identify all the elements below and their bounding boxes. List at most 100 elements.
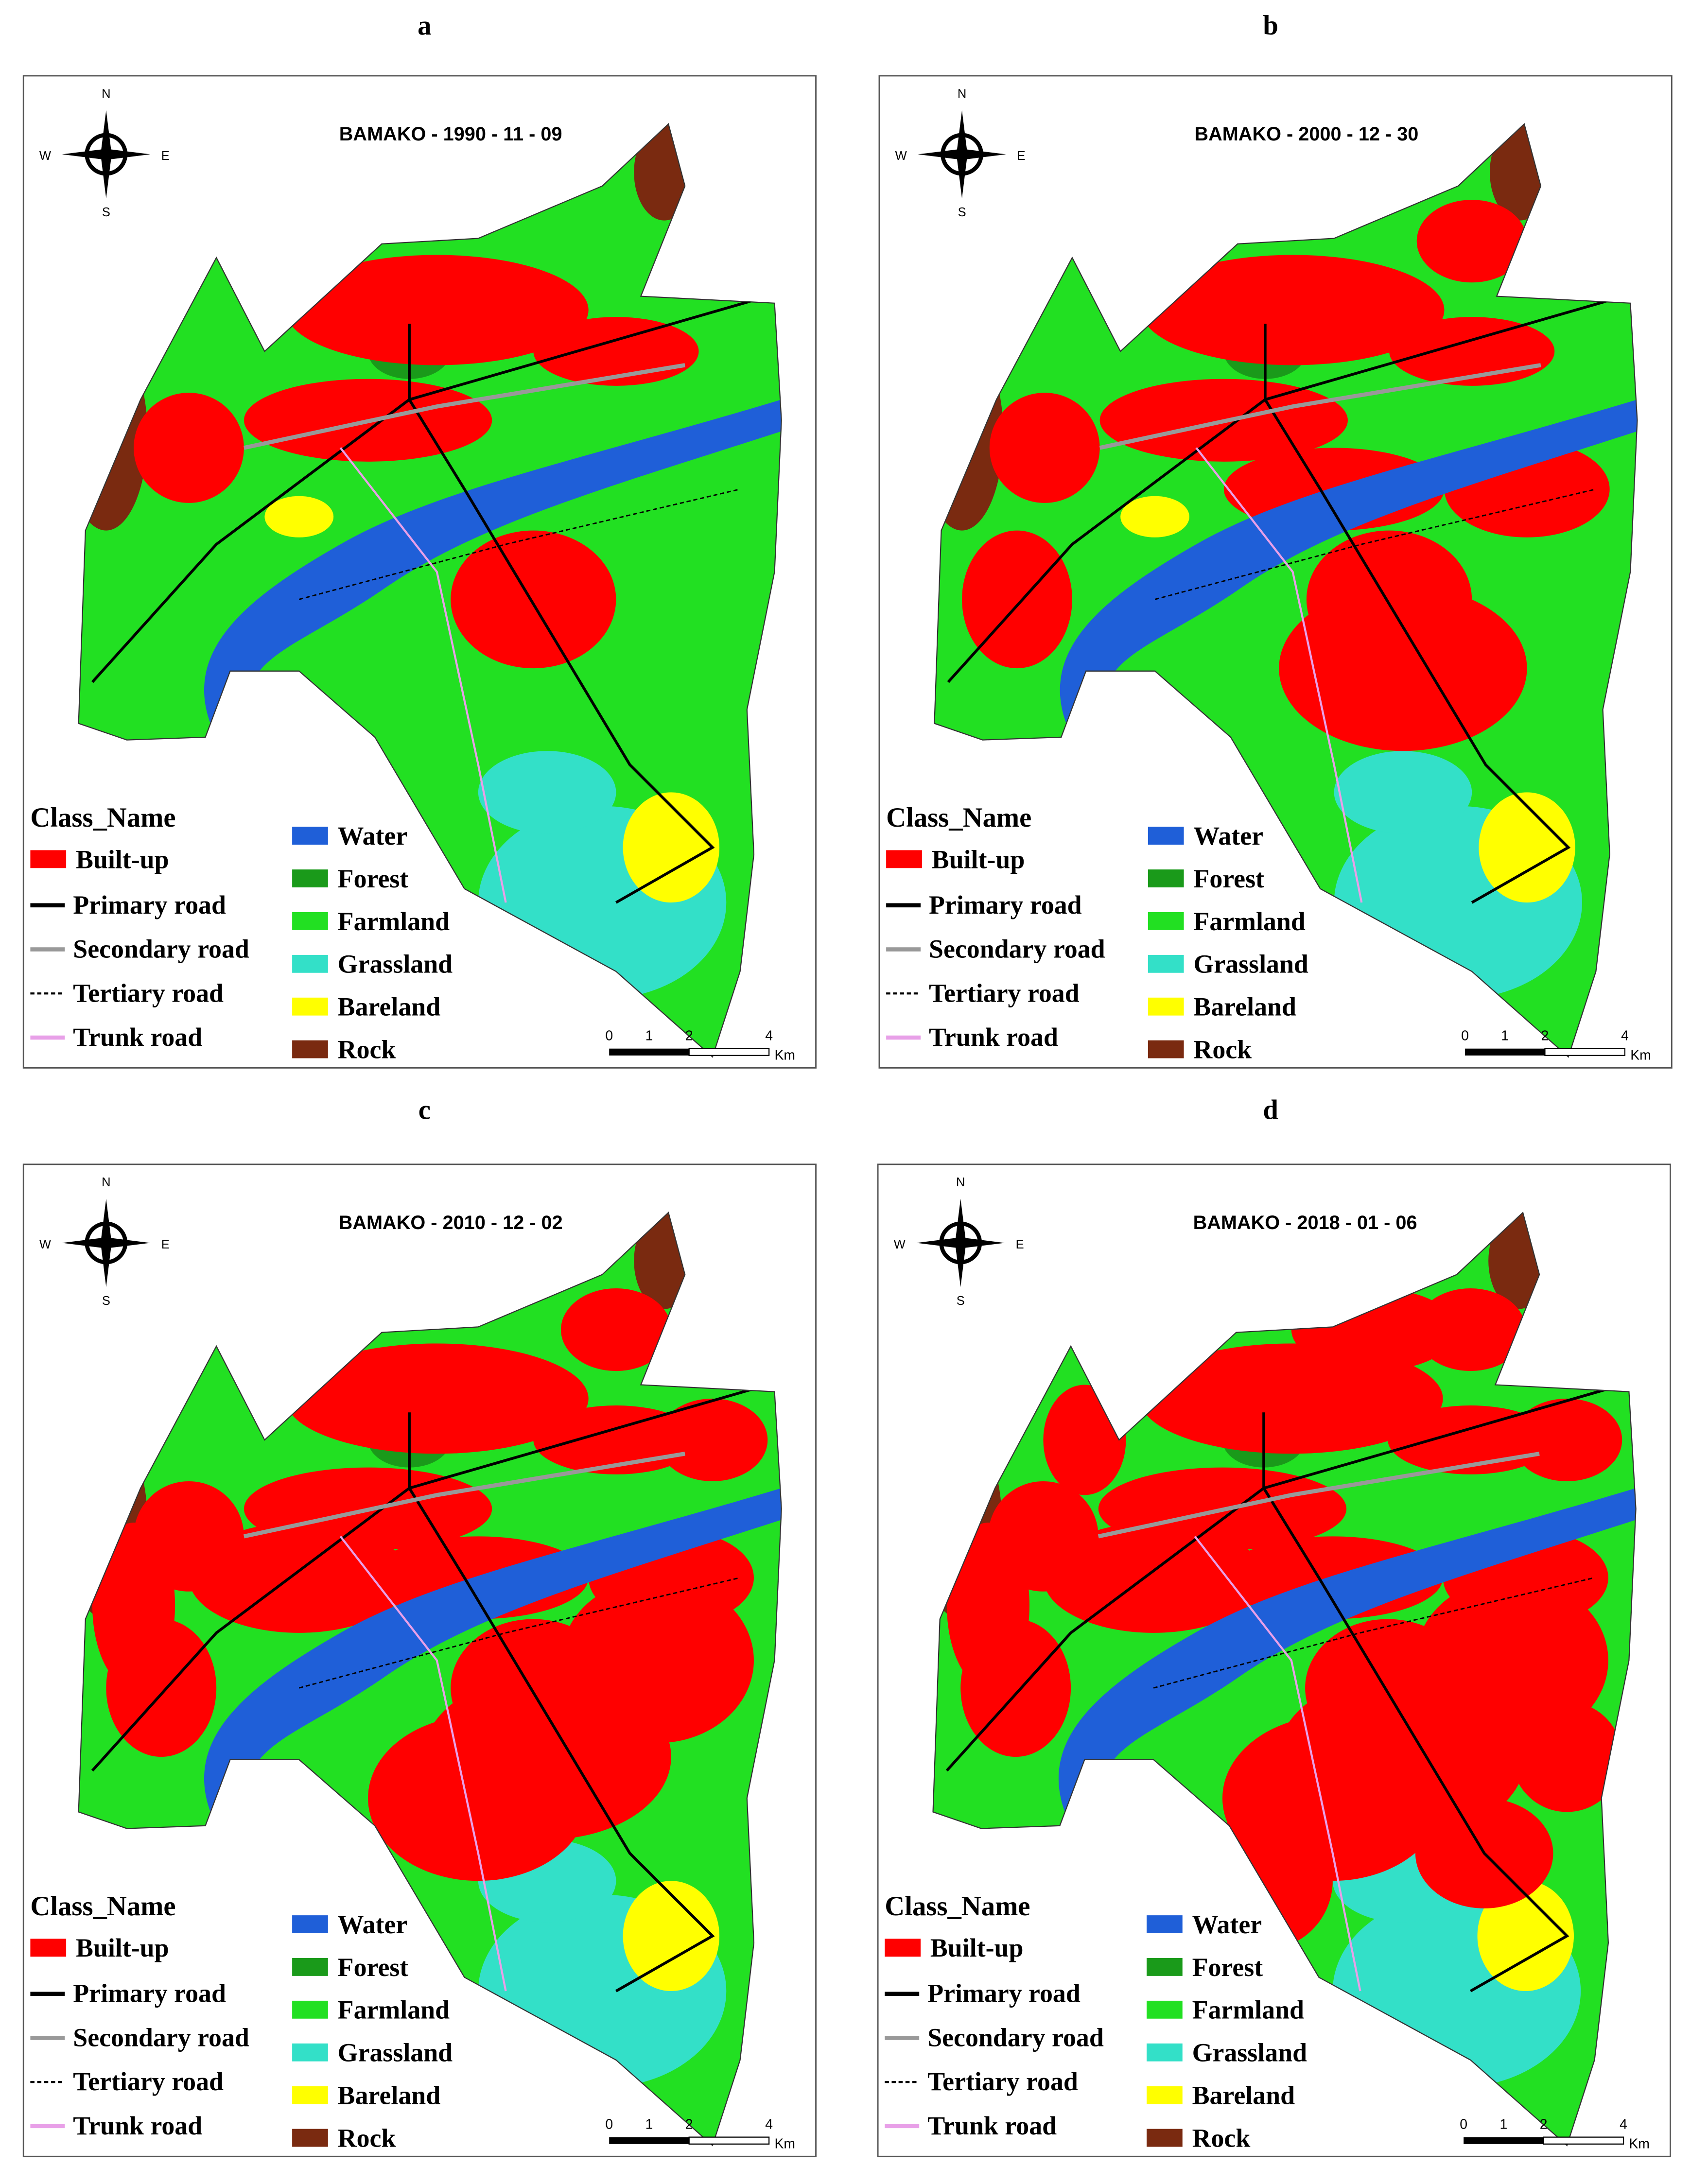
legend-label: Rock <box>338 2123 396 2152</box>
compass-letter: S <box>957 1294 965 1308</box>
bareland-area <box>1479 792 1575 903</box>
compass-letter: W <box>39 149 51 163</box>
legend-label: Built-up <box>76 1933 169 1962</box>
legend-swatch <box>1147 2000 1183 2019</box>
bareland-area <box>623 792 720 903</box>
scale-bar-black <box>609 1048 689 1056</box>
map-title: BAMAKO - 2018 - 01 - 06 <box>1193 1212 1417 1233</box>
tertiary-road <box>298 488 740 600</box>
compass-letter: S <box>958 206 966 219</box>
legend-label: Primary road <box>73 1979 226 2008</box>
panel-label: b <box>1263 10 1278 41</box>
built-up-area <box>368 1715 589 1881</box>
legend-swatch <box>1147 2129 1183 2147</box>
panel-label: a <box>418 10 431 41</box>
compass-letter: N <box>958 87 966 101</box>
built-up-area <box>285 255 589 365</box>
legend-swatch <box>292 912 328 930</box>
scale-label: 4 <box>765 2117 773 2132</box>
legend-label: Farmland <box>1193 907 1305 936</box>
built-up-area <box>451 530 616 669</box>
legend-label: Secondary road <box>73 2023 249 2052</box>
secondary-road <box>1099 363 1541 450</box>
scale-unit: Km <box>1629 2136 1650 2151</box>
map-title: BAMAKO - 1990 - 11 - 09 <box>339 123 562 145</box>
legend-label: Secondary road <box>73 935 249 964</box>
compass-letter: N <box>102 1176 110 1189</box>
grassland-area <box>1334 751 1472 834</box>
compass-letter: E <box>161 1238 170 1251</box>
trunk-road <box>1195 447 1363 903</box>
scale-unit: Km <box>1630 1047 1651 1063</box>
compass-arrows <box>918 110 1006 199</box>
legend-label: Forest <box>338 864 409 893</box>
legend-label: Bareland <box>1193 992 1296 1022</box>
primary-road <box>91 295 768 683</box>
secondary-road <box>243 363 685 450</box>
scale-bar-black <box>609 2137 689 2144</box>
tertiary-road <box>298 1577 740 1689</box>
scale-bar-white <box>688 1048 770 1056</box>
legend-label: Trunk road <box>73 1023 202 1052</box>
primary-road <box>408 1412 715 1993</box>
scale-label: 2 <box>685 2117 693 2132</box>
built-up-area <box>92 1523 175 1688</box>
bareland-area <box>1120 496 1189 537</box>
legend-swatch <box>1148 997 1184 1016</box>
compass-letter: E <box>1016 1238 1024 1251</box>
built-up-area <box>1139 1343 1443 1454</box>
legend-label: Secondary road <box>927 2023 1104 2052</box>
legend-label: Secondary road <box>929 935 1105 964</box>
map-panel: BAMAKO - 2010 - 12 - 02 N S W E Class_Name Bui… <box>22 1163 817 2157</box>
built-up-area <box>657 1398 768 1481</box>
legend-label: Forest <box>1192 1953 1263 1982</box>
legend-label: Primary road <box>929 890 1082 919</box>
scale-label: 2 <box>685 1028 693 1044</box>
scale-bar-black <box>1464 1048 1545 1056</box>
compass-letter: W <box>39 1238 51 1251</box>
map-title: BAMAKO - 2010 - 12 - 02 <box>339 1212 563 1233</box>
tertiary-road <box>1154 488 1596 600</box>
legend-swatch <box>292 997 328 1016</box>
panel-label: c <box>418 1094 431 1125</box>
scale-bar-black <box>1464 2137 1544 2144</box>
compass-letter: W <box>895 149 907 163</box>
legend-swatch <box>1147 2086 1183 2104</box>
legend-label: Water <box>338 821 408 850</box>
built-up-area <box>1141 255 1445 365</box>
legend-swatch <box>30 850 67 868</box>
legend-swatch <box>292 1915 328 1933</box>
compass-letter: E <box>1017 149 1025 163</box>
compass-letter: N <box>102 87 110 101</box>
legend-swatch <box>292 1958 328 1976</box>
scale-label: 4 <box>1621 1028 1629 1044</box>
legend-label: Tertiary road <box>73 2067 224 2096</box>
legend-swatch <box>292 2086 328 2104</box>
legend-label: Tertiary road <box>73 978 224 1007</box>
legend-label: Water <box>338 1910 408 1939</box>
map-panel: BAMAKO - 1990 - 11 - 09 N S W E Class_Name Bui… <box>22 75 817 1069</box>
legend-swatch <box>1147 1958 1183 1976</box>
scale-label: 0 <box>605 2117 613 2132</box>
primary-road <box>947 295 1624 683</box>
legend-label: Water <box>1193 821 1263 850</box>
compass-letter: S <box>102 206 110 219</box>
scale-label: 1 <box>645 2117 653 2132</box>
legend-title: Class_Name <box>885 1891 1030 1922</box>
scale-label: 1 <box>645 1028 653 1044</box>
compass-arrows <box>62 1198 151 1287</box>
compass-letter: S <box>102 1294 110 1308</box>
trunk-road <box>339 447 507 903</box>
legend-swatch <box>1148 954 1184 973</box>
built-up-area <box>989 393 1100 503</box>
map-outline <box>78 1211 782 2147</box>
legend-swatch <box>1148 827 1184 845</box>
legend-label: Grassland <box>338 2038 453 2067</box>
land-cover <box>78 124 782 1057</box>
legend-label: Built-up <box>76 845 169 874</box>
river <box>204 1488 782 1826</box>
legend-swatch <box>1148 1040 1184 1058</box>
compass-arrows <box>916 1198 1005 1287</box>
secondary-road <box>1098 1452 1540 1539</box>
built-up-area <box>1279 586 1527 751</box>
